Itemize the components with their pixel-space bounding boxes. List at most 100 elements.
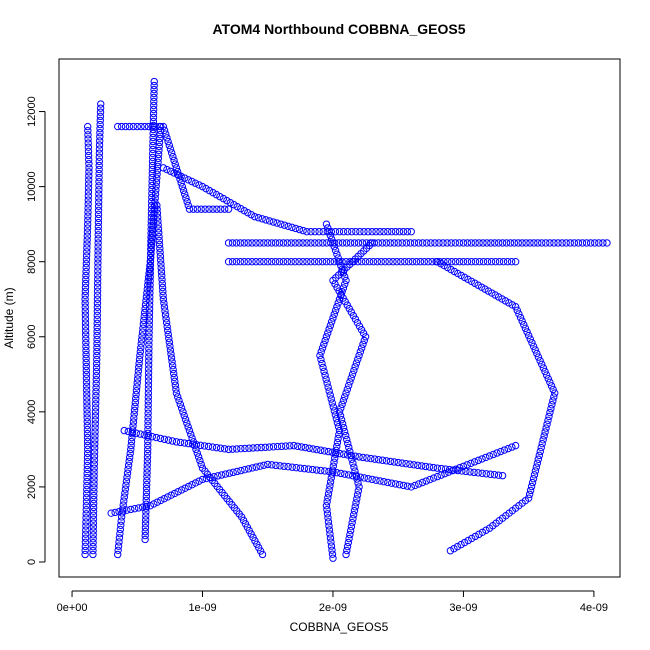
data-point [351,315,360,323]
data-point [286,442,294,450]
data-point [502,239,511,247]
data-point [173,167,182,176]
data-point [330,239,339,247]
data-point [284,222,292,231]
data-point [479,239,487,247]
data-point [140,316,148,325]
data-point [92,400,100,408]
chart-title: ATOM4 Northbound COBBNA_GEOS5 [212,21,465,37]
data-point [268,461,276,469]
data-point [297,443,306,451]
data-point [161,307,169,315]
data-point [81,323,90,331]
data-point [411,481,419,490]
data-point [225,469,234,477]
data-point [83,453,92,462]
data-point [359,329,368,337]
data-point [275,239,284,247]
data-point [141,527,150,536]
data-point [324,494,332,502]
data-point [463,461,471,469]
data-point [341,431,350,440]
data-point [463,257,472,266]
data-point [356,473,365,481]
data-point [204,442,213,451]
data-point [155,122,164,131]
data-point [244,465,253,473]
data-point [542,239,550,247]
data-point [318,344,327,352]
data-point [479,257,488,266]
data-point [129,122,138,131]
data-point [341,393,349,401]
data-point [83,394,91,402]
data-point [153,498,161,506]
data-point [256,462,264,470]
data-point [530,239,538,247]
data-point [329,314,337,322]
data-point [303,239,311,247]
data-point [168,362,177,370]
data-point [90,472,98,480]
data-point [326,391,334,399]
data-point [344,439,352,448]
data-point [147,245,155,253]
data-point [85,176,93,184]
data-point [148,189,156,198]
data-point [328,546,336,554]
data-point [464,536,472,545]
data-point [83,406,91,414]
data-point [188,440,197,448]
data-point [541,428,549,436]
data-point [197,460,205,469]
data-point [326,530,334,538]
data-point [267,257,276,266]
data-point [338,239,347,247]
data-point [157,268,166,276]
data-point [146,501,155,510]
data-point [327,318,336,326]
data-point [205,205,213,213]
data-point [93,355,101,364]
data-point [355,453,363,461]
data-point [143,453,152,461]
data-point [287,239,295,247]
data-point [133,122,141,131]
data-point [169,152,177,161]
data-point [474,456,483,465]
data-point [134,504,143,512]
data-point [94,267,102,275]
data-point [404,257,413,266]
data-point [89,499,98,508]
data-point [164,137,172,146]
data-point [161,311,170,319]
data-point [350,257,358,266]
data-point [380,227,388,236]
data-point [511,441,520,450]
data-point [155,232,163,241]
data-point [547,382,556,390]
data-point [84,220,92,228]
data-point [198,464,207,472]
data-point [155,240,164,249]
data-point [146,261,155,269]
data-point [95,149,104,157]
data-point [96,133,104,141]
data-point [141,524,150,532]
data-point [511,257,520,266]
data-point [241,465,249,474]
data-point [94,251,102,259]
data-point [146,289,154,297]
data-point [141,122,149,131]
data-point [330,458,338,466]
data-point [81,303,89,311]
data-point [348,370,357,379]
data-point [355,483,363,491]
data-point [144,365,153,373]
data-point [341,280,349,288]
data-point [144,432,153,440]
data-point [544,374,552,383]
data-point [83,414,91,422]
data-point [194,453,203,461]
data-point [478,528,487,536]
